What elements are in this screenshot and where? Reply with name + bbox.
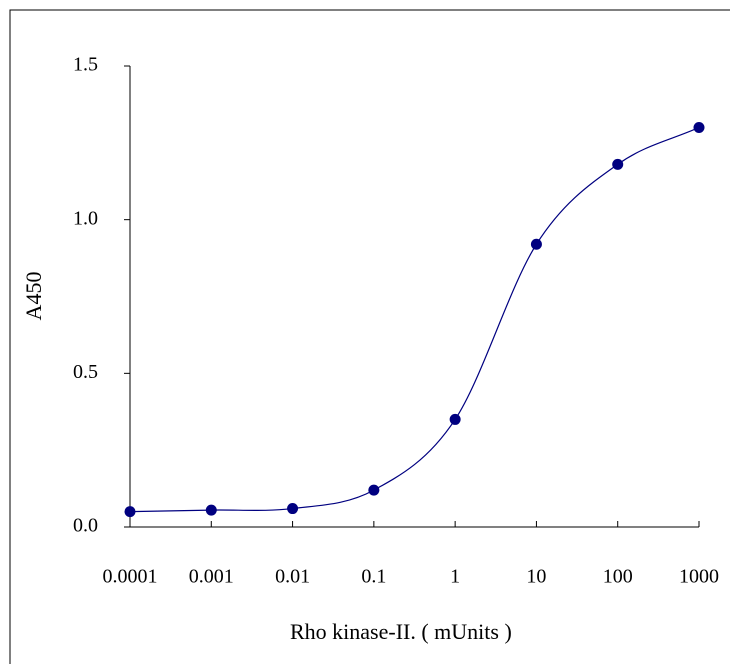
point [368, 484, 380, 496]
x-tick-label: 10 [526, 566, 546, 588]
point [449, 413, 461, 425]
frame [9, 9, 730, 664]
point [693, 121, 705, 133]
x-tick-label: 100 [603, 566, 633, 588]
x-tick-label: 0.1 [361, 566, 386, 588]
x-tick-label: 0.0001 [103, 566, 158, 588]
line [129, 126, 700, 513]
x-axis-label: Rho kinase-II. ( mUnits ) [290, 619, 512, 644]
x-tick-label: 1 [450, 566, 460, 588]
point [287, 503, 299, 515]
x-tick-label: 1000 [679, 566, 719, 588]
point [124, 506, 136, 518]
point [205, 504, 217, 516]
y-axis-label: A450 [21, 272, 46, 321]
y-tick-label: 0.5 [73, 361, 98, 383]
point [612, 158, 624, 170]
point [530, 238, 542, 250]
y-tick-label: 0.0 [73, 515, 98, 537]
y-tick-label: 1.0 [73, 207, 98, 229]
x-tick-label: 0.001 [189, 566, 234, 588]
x-tick-label: 0.01 [275, 566, 310, 588]
y-tick-label: 1.5 [73, 54, 98, 76]
